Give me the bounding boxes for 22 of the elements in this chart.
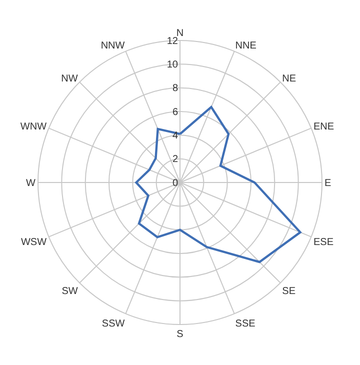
y-tick-label: 8 (172, 83, 178, 94)
spoke-label: SW (62, 286, 78, 298)
spoke-label: NW (61, 73, 78, 84)
spoke-label: N (176, 28, 184, 39)
y-tick-label: 0 (172, 178, 178, 189)
spoke-label: WSW (20, 236, 48, 248)
spoke-label: W (26, 178, 36, 189)
spoke-label: SSE (235, 318, 256, 330)
spoke-label: NE (282, 73, 296, 84)
y-tick-label: 6 (172, 106, 178, 118)
y-tick-label: 12 (166, 36, 178, 47)
y-tick-label: 2 (172, 154, 178, 166)
spoke-label: ESE (314, 236, 334, 248)
y-tick-label: 10 (166, 59, 178, 70)
spoke-label: SE (282, 286, 296, 298)
spoke-label: SSW (102, 318, 126, 330)
spoke-label: WNW (20, 122, 48, 133)
spoke-label: NNE (235, 40, 257, 52)
spoke-label: ENE (314, 122, 334, 133)
spoke-label: NNW (100, 40, 126, 52)
spoke-label: S (176, 329, 184, 340)
spoke-label: E (324, 178, 332, 189)
